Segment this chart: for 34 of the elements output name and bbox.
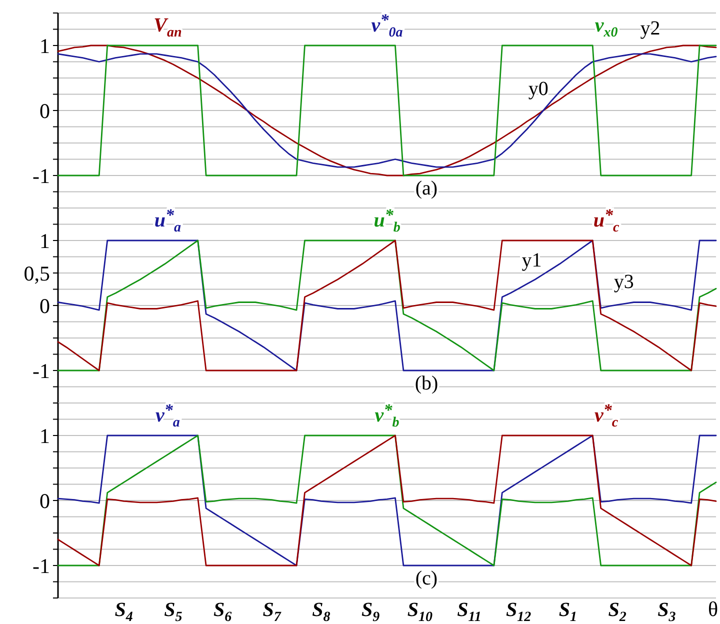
y-tick-label: 0 xyxy=(40,98,50,123)
x-tick-label: S$_{2}$ xyxy=(608,599,626,624)
x-tick-label: S$_{6}$ xyxy=(213,599,232,624)
x-tick-label: S$_{10}$ xyxy=(407,599,432,624)
x-tick-label: S$_{4}$ xyxy=(114,599,133,624)
x-tick-label: S$_{11}$ xyxy=(457,599,482,624)
y-tick-label: 1 xyxy=(40,228,50,253)
line-series xyxy=(57,434,717,566)
x-tick-label: S$_{8}$ xyxy=(312,599,330,624)
y-tick-label: 1 xyxy=(40,424,50,448)
y-tick-label: 0 xyxy=(40,488,50,513)
series-label: v$_{x0}$ xyxy=(594,14,618,40)
x-tick-label: S$_{12}$ xyxy=(506,599,532,624)
x-tick-label: S$_{5}$ xyxy=(164,599,182,624)
series-label: V$_{an}$ xyxy=(154,14,182,40)
annotation: y0 xyxy=(528,78,548,100)
line-series xyxy=(57,240,717,372)
y-tick-label: 0,5 xyxy=(24,261,50,286)
x-tick-label: S$_{1}$ xyxy=(558,599,578,624)
annotation: (c) xyxy=(415,567,438,590)
y-tick-label: -1 xyxy=(32,554,50,578)
x-tick-label: S$_{7}$ xyxy=(262,599,282,624)
x-tick-label: S$_{3}$ xyxy=(658,599,676,624)
annotation: y2 xyxy=(640,17,660,40)
y-tick-label: 0 xyxy=(40,294,50,318)
annotation: y3 xyxy=(614,270,634,293)
y-tick-label: 1 xyxy=(40,34,50,58)
x-tick-label: S$_{9}$ xyxy=(361,599,380,624)
y-tick-label: -1 xyxy=(32,164,50,188)
annotation: (a) xyxy=(415,177,438,200)
annotation: y1 xyxy=(522,250,542,272)
annotation: (b) xyxy=(414,372,438,394)
y-tick-label: -1 xyxy=(32,358,50,383)
x-axis-title: θ xyxy=(708,597,718,621)
